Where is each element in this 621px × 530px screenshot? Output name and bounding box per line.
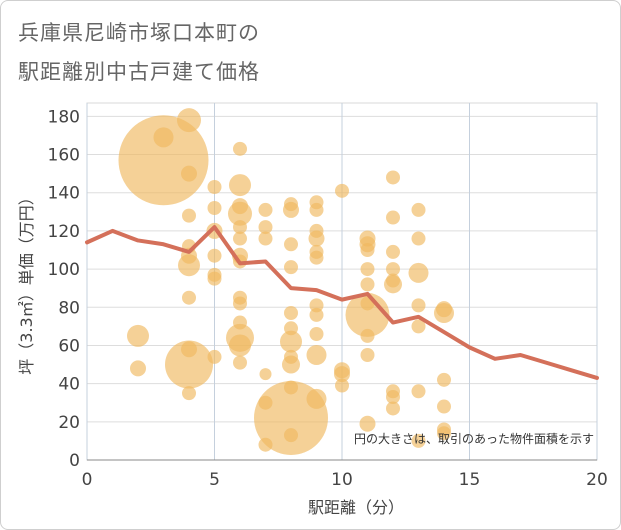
bubble <box>207 180 222 194</box>
y-tick-label: 180 <box>48 107 80 127</box>
bubble <box>258 220 273 235</box>
bubble <box>335 183 349 198</box>
bubble <box>283 201 299 218</box>
bubble <box>309 307 324 322</box>
bubble <box>309 202 324 217</box>
x-tick-label: 20 <box>586 470 608 490</box>
y-tick-label: 20 <box>58 413 80 433</box>
bubble <box>127 324 149 347</box>
bubble <box>309 250 324 265</box>
bubble <box>408 262 429 283</box>
bubble <box>411 384 426 399</box>
x-tick-label: 5 <box>209 470 220 490</box>
bubble <box>207 248 222 263</box>
bubble <box>437 372 451 387</box>
y-tick-label: 120 <box>48 222 80 242</box>
bubble <box>207 349 222 364</box>
y-tick-label: 0 <box>69 451 80 471</box>
axes: 0 20 40 60 80 100 120 140 160 180 0 5 10 15 20 <box>48 107 608 490</box>
bubble <box>308 230 325 247</box>
bubble <box>181 165 197 182</box>
bubble <box>360 243 375 257</box>
bubble <box>359 415 376 432</box>
bubble <box>280 330 302 353</box>
bubble <box>258 202 273 217</box>
bubble <box>284 237 298 252</box>
bubble <box>182 208 196 223</box>
bubble <box>233 355 247 370</box>
bubble <box>437 399 451 414</box>
y-axis-label: 坪（3.3㎡）単価（万円） <box>17 189 36 374</box>
x-axis-label: 駅距離（分） <box>308 498 404 517</box>
bubble <box>411 319 426 334</box>
bubble <box>335 378 349 393</box>
bubble <box>284 306 298 320</box>
bubble <box>229 174 251 197</box>
bubble <box>153 127 174 148</box>
x-tick-label: 0 <box>82 470 93 490</box>
x-tick-label: 10 <box>331 470 353 490</box>
size-note: 円の大きさは、取引のあった物件面積を示す <box>354 431 594 446</box>
y-tick-label: 60 <box>58 336 80 356</box>
bubble <box>306 388 327 409</box>
bubble <box>284 428 298 443</box>
bubble <box>282 355 300 374</box>
chart-title-line2: 駅距離別中古戸建て価格 <box>18 60 260 84</box>
bubble <box>258 231 273 246</box>
y-tick-label: 40 <box>58 375 80 395</box>
x-tick-label: 15 <box>459 470 481 490</box>
bubble <box>228 201 252 226</box>
bubble <box>118 115 209 206</box>
bubble <box>386 244 400 259</box>
bubble <box>207 271 222 286</box>
bubble <box>437 426 451 441</box>
bubble <box>233 231 247 246</box>
bubble <box>384 275 402 294</box>
bubble-series <box>118 108 454 455</box>
bubble <box>178 254 200 277</box>
chart-title-line1: 兵庫県尼崎市塚口本町の <box>18 21 260 45</box>
bubble <box>411 202 426 217</box>
average-price-line <box>85 225 599 380</box>
bubble <box>386 170 400 185</box>
bubble <box>229 334 251 357</box>
bubble <box>360 348 375 362</box>
bubble <box>411 298 426 313</box>
bubble <box>386 390 400 404</box>
trend-series <box>85 225 599 380</box>
bubble <box>182 386 196 401</box>
bubble <box>386 262 400 277</box>
bubble <box>306 345 327 365</box>
bubble <box>434 303 454 323</box>
bubble <box>177 108 201 133</box>
bubble <box>334 366 350 383</box>
bubble <box>165 340 213 389</box>
bubble <box>182 290 196 305</box>
bubble <box>233 296 247 311</box>
bubble <box>233 220 247 235</box>
bubble <box>130 360 146 377</box>
bubble <box>360 328 375 343</box>
bubble <box>386 401 400 416</box>
y-tick-label: 100 <box>48 260 80 280</box>
y-tick-label: 80 <box>58 298 80 318</box>
bubble <box>411 231 426 246</box>
bubble <box>259 368 272 381</box>
y-tick-label: 160 <box>48 146 80 166</box>
bubble <box>360 277 375 292</box>
y-tick-label: 140 <box>48 184 80 204</box>
bubble <box>411 433 426 448</box>
bubble <box>386 210 400 225</box>
bubble <box>284 260 298 275</box>
bubble <box>360 262 375 277</box>
bubble <box>207 201 222 215</box>
bubble <box>233 141 247 156</box>
bubble <box>309 327 324 341</box>
